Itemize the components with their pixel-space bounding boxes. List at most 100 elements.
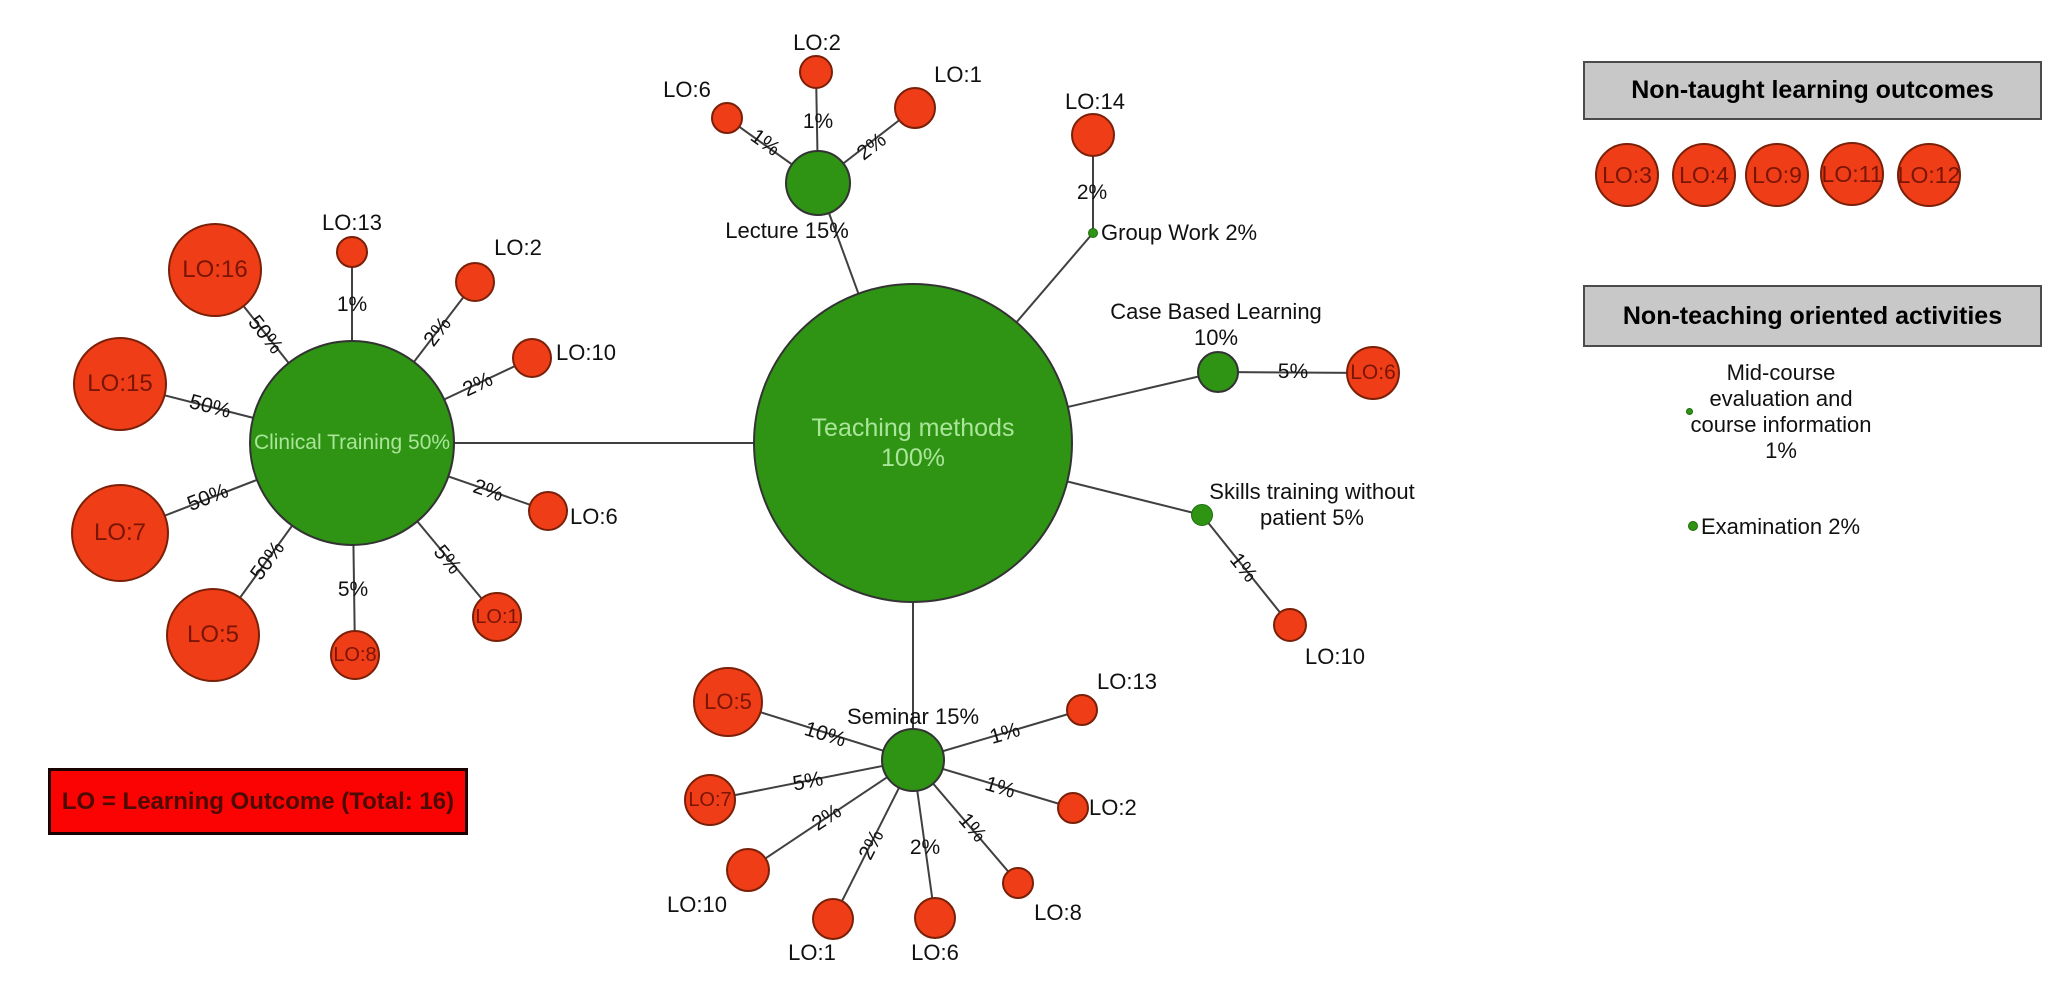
outcome-lo-1-label: LO:1 (788, 940, 836, 965)
outcome-lo-6-pct: 2% (909, 836, 941, 859)
outcome-lo-8-circle (1002, 867, 1034, 899)
outcome-lo-1-label: LO:1 (934, 62, 982, 87)
method-pct: 5% (1332, 505, 1364, 530)
examination-label: Examination (1701, 514, 1823, 539)
non-taught-outcome-label: LO:12 (1897, 161, 1961, 188)
outcome-lo-8-label: LO:8 (333, 643, 377, 666)
outcome-lo-15-circle: LO:15 (73, 337, 167, 431)
legend-text: LO = Learning Outcome (Total: 16) (61, 787, 455, 815)
outcome-lo-2-circle (799, 55, 833, 89)
outcome-lo-16-label: LO:16 (182, 256, 248, 283)
outcome-lo-6-label: LO:6 (570, 504, 618, 529)
method-pct: 10% (1193, 325, 1239, 350)
outcome-lo-6-label: LO:6 (911, 940, 959, 965)
outcome-lo-6-circle (914, 897, 956, 939)
outcome-lo-8-circle: LO:8 (330, 630, 380, 680)
outcome-lo-2-label: LO:2 (793, 30, 841, 55)
outcome-lo-5-circle: LO:5 (166, 588, 260, 682)
non-taught-outcome-label: LO:11 (1821, 160, 1883, 187)
examination-item: Examination 2% (1701, 514, 1860, 540)
method-circle-group-work (1088, 228, 1098, 238)
non-taught-outcome-circle: LO:9 (1745, 143, 1809, 207)
mid-course-dot-icon (1686, 408, 1693, 415)
outcome-lo-2-pct: 1% (802, 110, 834, 133)
examination-dot-icon (1688, 521, 1698, 531)
outcome-lo-15-label: LO:15 (87, 370, 153, 397)
method-circle-seminar (881, 728, 945, 792)
outcome-lo-13-circle (1066, 694, 1098, 726)
outcome-lo-6-circle: LO:6 (1346, 346, 1400, 400)
method-name: Case Based Learning (1110, 299, 1322, 324)
method-pct: 2% (1225, 220, 1258, 245)
method-circle-case-based-learning (1197, 351, 1239, 393)
outcome-lo-6-pct: 5% (1277, 359, 1309, 384)
outcome-lo-7-circle: LO:7 (71, 484, 169, 582)
outcome-lo-8-label: LO:8 (1034, 900, 1082, 925)
outcome-lo-1-circle (812, 898, 854, 940)
mid-course-pct: 1% (1765, 438, 1797, 463)
outcome-lo-13-circle (336, 236, 368, 268)
hub-label: Teaching methods (811, 414, 1015, 442)
method-pct: 15% (935, 704, 980, 729)
method-label-skills-training-without-patient: Skills training without patient 5% (1192, 479, 1432, 531)
non-taught-outcome-circle: LO:11 (1820, 142, 1884, 206)
method-name: Seminar (846, 704, 929, 729)
mid-course-label: Mid-course evaluation and course informa… (1690, 360, 1872, 437)
non-taught-outcome-circle: LO:12 (1897, 143, 1961, 207)
outcome-lo-10-circle (1273, 608, 1307, 642)
outcome-lo-5-label: LO:5 (186, 621, 240, 648)
outcome-lo-13-label: LO:13 (322, 210, 382, 235)
method-name: Skills training without patient (1209, 479, 1415, 530)
non-taught-outcome-label: LO:3 (1602, 161, 1652, 188)
outcome-lo-8-pct: 5% (337, 578, 369, 601)
outcome-lo-10-circle (512, 338, 552, 378)
outcome-lo-2-circle (455, 262, 495, 302)
method-circle-clinical-training: Clinical Training 50% (249, 340, 455, 546)
method-pct: 15% (804, 218, 849, 243)
outcome-lo-7-label: LO:7 (688, 788, 732, 811)
outcome-lo-6-label: LO:6 (663, 77, 711, 102)
outcome-lo-2-circle (1057, 792, 1089, 824)
outcome-lo-1-label: LO:1 (475, 605, 519, 628)
non-taught-outcome-label: LO:4 (1679, 161, 1729, 188)
outcome-lo-7-label: LO:7 (93, 519, 147, 546)
outcome-lo-13-label: LO:13 (1097, 669, 1157, 694)
non-taught-outcome-circle: LO:3 (1595, 143, 1659, 207)
outcome-lo-6-label: LO:6 (1350, 361, 1396, 384)
outcome-lo-2-label: LO:2 (494, 235, 542, 260)
legend-box: LO = Learning Outcome (Total: 16) (48, 768, 468, 835)
outcome-lo-14-pct: 2% (1076, 181, 1108, 204)
outcome-lo-6-circle (528, 491, 568, 531)
outcome-lo-14-label: LO:14 (1065, 89, 1125, 114)
non-teaching-header: Non-teaching oriented activities (1583, 285, 2042, 347)
non-taught-header: Non-taught learning outcomes (1583, 61, 2042, 120)
method-label-lecture: Lecture 15% (725, 218, 849, 244)
outcome-lo-14-circle (1071, 113, 1115, 157)
method-circle-teaching-methods: Teaching methods 100% (753, 283, 1073, 603)
method-circle-lecture (785, 150, 851, 216)
method-label-case-based-learning: Case Based Learning 10% (1110, 299, 1322, 351)
method-name: Group Work (1101, 220, 1220, 245)
non-taught-outcome-label: LO:9 (1752, 161, 1802, 188)
outcome-lo-16-circle: LO:16 (168, 223, 262, 317)
outcome-lo-10-circle (726, 848, 770, 892)
outcome-lo-1-circle: LO:1 (472, 592, 522, 642)
method-circle-skills-training-without-patient (1191, 504, 1213, 526)
connector-line (747, 759, 914, 871)
outcome-lo-6-circle (711, 102, 743, 134)
method-label-group-work: Group Work 2% (1101, 220, 1257, 246)
outcome-lo-5-circle: LO:5 (693, 667, 763, 737)
outcome-lo-5-label: LO:5 (704, 689, 752, 714)
outcome-lo-10-label: LO:10 (556, 340, 616, 365)
non-taught-outcome-circle: LO:4 (1672, 143, 1736, 207)
method-label-seminar: Seminar 15% (847, 704, 979, 730)
examination-pct: 2% (1828, 514, 1860, 539)
method-name: Lecture (725, 218, 799, 243)
connector-line (709, 759, 914, 801)
outcome-lo-10-label: LO:10 (1305, 644, 1365, 669)
mid-course-item: Mid-course evaluation and course informa… (1681, 360, 1881, 464)
outcome-lo-13-pct: 1% (336, 293, 368, 316)
method-label-clinical-training: Clinical Training 50% (254, 431, 450, 455)
connector-line (1201, 514, 1291, 626)
